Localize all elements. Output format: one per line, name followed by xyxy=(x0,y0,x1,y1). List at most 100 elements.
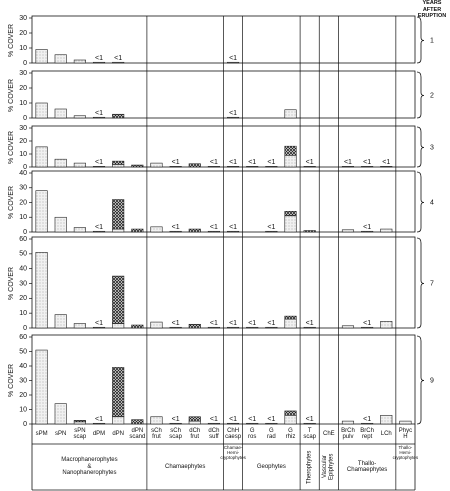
bar-segment xyxy=(150,416,163,425)
y-tick-label: 0 xyxy=(23,325,27,332)
bar-segment xyxy=(341,229,355,233)
y-tick-label: 40 xyxy=(19,363,27,370)
y-tick-label: 20 xyxy=(19,392,27,399)
y-tick-label: 0 xyxy=(23,60,27,67)
bar-segment xyxy=(92,422,106,425)
bar-segment xyxy=(131,164,144,168)
bar-segment xyxy=(54,54,67,64)
bar-segment xyxy=(284,410,297,416)
y-axis-label: % COVER xyxy=(8,131,15,164)
x-tick-label: BrCh rept xyxy=(360,427,374,441)
y-axis-label: % COVER xyxy=(8,186,15,219)
y-tick-label: 60 xyxy=(19,334,27,341)
bar-segment xyxy=(284,145,297,156)
bar-segment xyxy=(188,323,201,329)
bar-segment xyxy=(150,162,163,168)
group-label: Geophytes xyxy=(256,463,286,470)
x-tick-label: Phyc H xyxy=(398,427,413,441)
y-tick-label: 30 xyxy=(19,70,27,77)
bar-segment xyxy=(284,315,297,320)
bar-segment xyxy=(169,422,182,425)
x-tick-label: ChE xyxy=(322,430,335,437)
x-tick-label: dCh suff xyxy=(208,427,220,441)
group-label: Vascular Epiphytes xyxy=(322,453,335,481)
brace xyxy=(416,335,425,425)
brace xyxy=(416,71,425,119)
bar-segment xyxy=(112,199,125,230)
bar-segment xyxy=(246,422,259,425)
value-label: <1 xyxy=(306,159,314,166)
bar-segment xyxy=(361,326,374,329)
y-tick-label: 0 xyxy=(23,229,27,236)
bar-segment xyxy=(35,102,48,119)
bar-segment xyxy=(54,108,67,119)
y-tick-label: 10 xyxy=(19,214,27,221)
value-label: <1 xyxy=(95,159,103,166)
bar-segment xyxy=(169,230,182,233)
years-header: YEARS AFTER ERUPTION xyxy=(417,0,447,20)
bar-segment xyxy=(207,166,220,168)
value-label: <1 xyxy=(210,416,218,423)
value-label: <1 xyxy=(114,55,122,62)
x-tick-label: dPN scand xyxy=(129,427,146,441)
year-label: 3 xyxy=(430,144,434,151)
bar-segment xyxy=(303,230,316,233)
value-label: <1 xyxy=(248,416,256,423)
y-tick-label: 10 xyxy=(19,406,27,413)
bar-segment xyxy=(284,318,297,329)
bar-segment xyxy=(73,323,86,329)
x-tick-label: sPN scap xyxy=(73,427,87,441)
bar-segment xyxy=(341,420,355,425)
year-label: 9 xyxy=(430,377,434,384)
bar-segment xyxy=(188,163,201,168)
bar-segment xyxy=(207,422,220,425)
value-label: <1 xyxy=(172,224,180,231)
bar-segment xyxy=(188,416,201,422)
bar-segment xyxy=(35,49,48,64)
y-tick-label: 60 xyxy=(19,236,27,243)
bar-segment xyxy=(227,166,240,168)
bar-segment xyxy=(227,422,240,425)
y-tick-label: 10 xyxy=(19,151,27,158)
value-label: <1 xyxy=(248,159,256,166)
bar-segment xyxy=(227,116,240,119)
bar-segment xyxy=(73,162,86,168)
y-tick-label: 20 xyxy=(19,30,27,37)
y-tick-label: 20 xyxy=(19,85,27,92)
bar-segment xyxy=(265,166,278,168)
x-tick-label: sPM xyxy=(35,430,48,437)
x-tick-label: ChH caesp xyxy=(225,427,242,441)
bar-segment xyxy=(246,166,259,168)
value-label: <1 xyxy=(267,320,275,327)
x-tick-label: T scap xyxy=(303,427,316,441)
x-tick-label: BrCh pulv xyxy=(341,427,355,441)
bar-segment xyxy=(380,166,393,168)
value-label: <1 xyxy=(382,159,390,166)
x-tick-label: sCh scap xyxy=(169,427,182,441)
bar-segment xyxy=(265,422,278,425)
value-label: <1 xyxy=(210,320,218,327)
bar-segment xyxy=(35,190,48,233)
y-axis-label: % COVER xyxy=(8,24,15,57)
bar-segment xyxy=(227,61,240,64)
bar-segment xyxy=(303,422,316,425)
brace xyxy=(416,237,425,329)
value-label: <1 xyxy=(363,224,371,231)
value-label: <1 xyxy=(210,224,218,231)
bar-segment xyxy=(35,349,48,425)
bar-segment xyxy=(188,420,201,425)
bar-segment xyxy=(73,420,86,423)
x-tick-label: G rad xyxy=(267,427,276,441)
group-label: Chamaephytes xyxy=(165,463,206,470)
value-label: <1 xyxy=(267,224,275,231)
bar-segment xyxy=(380,228,393,233)
y-tick-label: 20 xyxy=(19,138,27,145)
year-label: 2 xyxy=(430,92,434,99)
group-label: Macrophanerophytes & Nanophanerophytes xyxy=(61,457,118,477)
y-tick-label: 50 xyxy=(19,251,27,258)
bar-segment xyxy=(131,228,144,233)
x-tick-label: dPN xyxy=(112,430,124,437)
bar-segment xyxy=(246,326,259,329)
value-label: <1 xyxy=(344,159,352,166)
